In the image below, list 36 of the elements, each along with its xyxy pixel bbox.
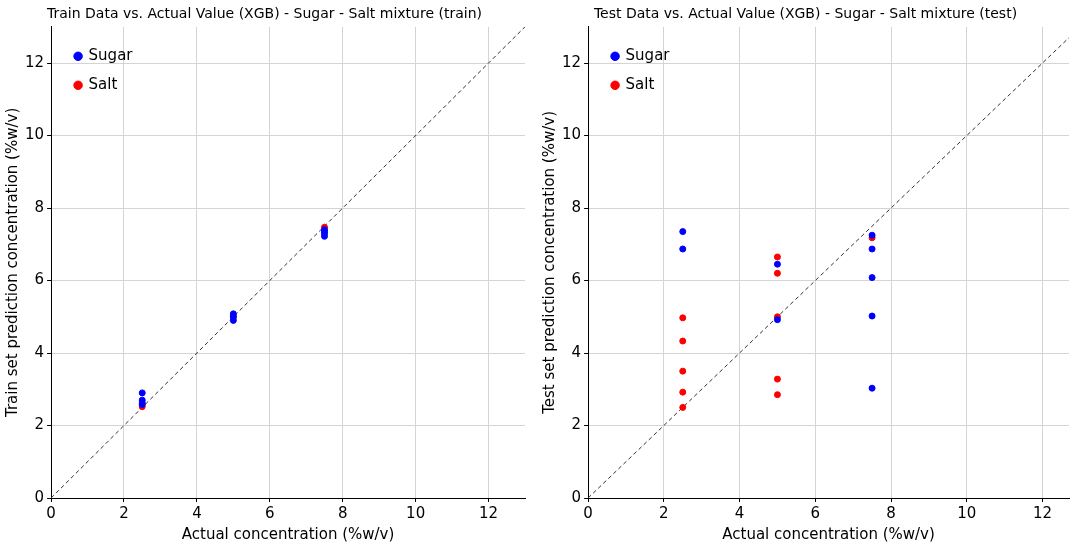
y-tick-label: 10 (24, 125, 45, 144)
y-axis-title: Train set prediction concentration (%w/v) (2, 107, 21, 419)
x-tick-label: 8 (337, 503, 348, 522)
y-tick-label: 6 (34, 270, 45, 289)
y-tick-label: 8 (34, 197, 45, 216)
y-tick-label: 2 (34, 415, 45, 434)
y-tick-label: 12 (561, 52, 582, 71)
x-axis-title: Actual concentration (%w/v) (181, 524, 395, 543)
y-tick-label: 4 (34, 342, 45, 361)
legend-label: Salt (88, 75, 118, 94)
y-tick-label: 4 (571, 342, 582, 361)
x-tick-label: 12 (1032, 503, 1053, 522)
x-tick-label: 12 (479, 503, 499, 522)
x-tick-label: 6 (810, 503, 821, 522)
x-tick-label: 10 (957, 503, 977, 522)
y-tick-label: 12 (24, 52, 45, 71)
x-tick-label: 8 (886, 503, 896, 522)
chart-title: Train Data vs. Actual Value (XGB) - Sugar - Salt mixture (train) (46, 5, 482, 22)
y-tick-label: 0 (34, 487, 45, 506)
x-tick-label: 4 (192, 503, 202, 522)
y-tick-label: 8 (571, 197, 582, 216)
legend-label: Salt (625, 75, 655, 94)
x-axis-title: Actual concentration (%w/v) (722, 524, 935, 543)
legend-label: Sugar (88, 46, 134, 65)
x-tick-label: 2 (659, 503, 669, 522)
y-axis-title: Test set prediction concentration (%w/v) (539, 110, 558, 415)
y-tick-label: 2 (571, 415, 582, 434)
y-tick-label: 0 (571, 487, 582, 506)
x-tick-label: 10 (406, 503, 426, 522)
y-tick-label: 10 (561, 125, 582, 144)
legend-label: Sugar (625, 46, 671, 65)
x-tick-label: 2 (119, 503, 129, 522)
y-tick-label: 6 (571, 270, 582, 289)
x-tick-label: 6 (265, 503, 275, 522)
x-tick-label: 4 (734, 503, 745, 522)
chart-title: Test Data vs. Actual Value (XGB) - Sugar - Salt mixture (test) (592, 5, 1018, 22)
